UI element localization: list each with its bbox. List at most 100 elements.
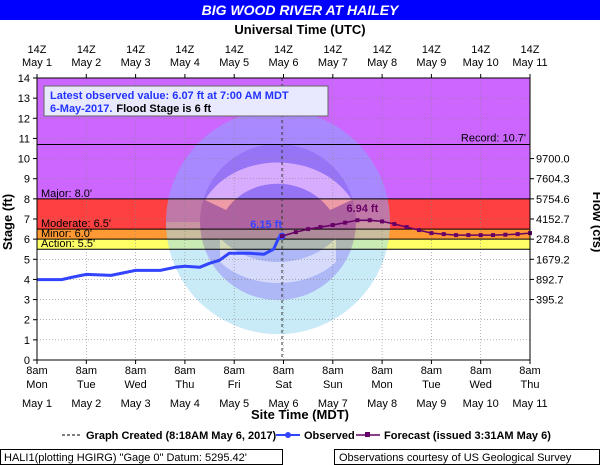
x-top-tick-date: May 9 [416,57,446,69]
x-tick-time: 8am [273,365,294,377]
x-tick-day: Mon [371,379,392,391]
x-tick-date: May 10 [463,398,499,410]
x-tick-day: Wed [124,379,146,391]
latest-observation-box: Latest observed value: 6.07 ft at 7:00 A… [43,85,329,117]
x-top-tick-date: May 4 [170,57,200,69]
flow-tick-label: 5754.6 [536,194,570,206]
x-tick-day: Mon [26,379,47,391]
forecast-point [343,220,348,225]
x-top-tick-date: May 7 [318,57,348,69]
flow-tick-label: 395.2 [536,295,564,307]
x-tick-time: 8am [322,365,343,377]
x-tick-date: May 11 [512,398,547,410]
y-tick-label: 10 [18,154,30,166]
flow-tick-label: 1679.2 [536,254,570,266]
x-tick-time: 8am [125,365,146,377]
info-flood-stage: Flood Stage is 6 ft [116,103,211,115]
x-top-tick-time: 14Z [422,44,441,56]
observed-line [37,234,283,282]
threshold-label-major: Major: 8.0' [41,188,92,200]
credit-text: Observations courtesy of US Geological S… [339,452,572,464]
y-tick-label: 3 [24,295,30,307]
x-tick-time: 8am [470,365,491,377]
x-top-tick-time: 14Z [373,44,392,56]
x-tick-date: May 2 [71,398,101,410]
info-date: 6-May-2017. [50,103,112,115]
y-tick-label: 2 [24,315,30,327]
forecast-point [429,231,434,236]
legend-observed-marker [285,432,291,438]
legend-created-label: Graph Created (8:18AM May 6, 2017) [86,430,276,442]
y-tick-label: 9 [24,174,30,186]
info-line1: Latest observed value: 6.07 ft at 7:00 A… [50,90,289,102]
x-top-tick-time: 14Z [225,44,244,56]
threshold-label-minor: Minor: 6.0' [41,228,92,240]
x-tick-time: 8am [174,365,195,377]
y-tick-label: 13 [18,93,30,105]
x-top-tick-date: May 2 [71,57,101,69]
x-top-tick-time: 14Z [274,44,293,56]
y-tick-label: 0 [24,355,30,367]
threshold-label-moderate: Moderate: 6.5' [41,218,111,230]
x-tick-time: 8am [421,365,442,377]
x-tick-date: May 1 [22,398,52,410]
legend: Graph Created (8:18AM May 6, 2017) Obser… [62,430,551,442]
forecast-point [330,223,335,228]
station-info: HALI1(plotting HGIRG) "Gage 0" Datum: 52… [4,452,247,464]
x-tick-time: 8am [26,365,47,377]
forecast-point [503,232,508,237]
data-series: 6.15 ft 6.94 ft [37,203,532,282]
x-top-tick-date: May 6 [269,57,299,69]
legend-forecast-label: Forecast (issued 3:31AM May 6) [384,430,551,442]
x-top-tick-date: May 1 [22,57,52,69]
x-tick-time: 8am [519,365,540,377]
forecast-point [293,230,298,235]
info-box-bg [43,85,329,117]
flow-tick-label: 9700.0 [536,154,570,166]
x-tick-date: May 6 [269,398,299,410]
forecast-point [306,227,311,232]
forecast-point [318,225,323,230]
x-top-tick-date: May 10 [463,57,499,69]
y-tick-label: 7 [24,214,30,226]
forecast-point [392,222,397,227]
x-top-tick-time: 14Z [521,44,540,56]
top-axis-title: Universal Time (UTC) [234,22,365,37]
x-top-tick-date: May 3 [121,57,151,69]
y-tick-label: 8 [24,194,30,206]
forecast-point [466,233,471,238]
y-tick-label: 1 [24,335,30,347]
x-tick-time: 8am [76,365,97,377]
bottom-axis-title: Site Time (MDT) [251,407,349,422]
threshold-label-record: Record: 10.7' [461,132,526,144]
y-tick-label: 4 [24,274,30,286]
legend-forecast-marker [365,432,370,437]
flow-tick-label: 7604.3 [536,174,570,186]
y-tick-label: 11 [19,133,30,145]
forecast-point [417,228,422,233]
x-top-tick-time: 14Z [175,44,194,56]
x-tick-date: May 5 [219,398,249,410]
info-line2: 6-May-2017. Flood Stage is 6 ft [50,103,211,115]
y-tick-label: 5 [24,254,30,266]
x-tick-day: Fri [228,379,241,391]
x-top-tick-date: May 5 [219,57,249,69]
noaa-watermark-logo [166,110,390,334]
x-top-tick-date: May 8 [367,57,397,69]
x-top-tick-time: 14Z [323,44,342,56]
x-tick-day: Tue [77,379,96,391]
x-tick-date: May 8 [367,398,397,410]
chart-title: BIG WOOD RIVER AT HAILEY [202,2,400,18]
y-tick-label: 14 [18,73,30,85]
forecast-point [404,225,409,230]
y-tick-label: 6 [24,234,30,246]
x-tick-day: Sun [323,379,343,391]
forecast-point [515,232,520,237]
x-tick-date: May 3 [121,398,151,410]
x-top-tick-time: 14Z [126,44,145,56]
right-axis-title: Flow (cfs) [590,192,600,253]
x-top-tick-time: 14Z [471,44,490,56]
x-tick-date: May 4 [170,398,200,410]
flow-tick-label: 892.7 [536,274,564,286]
